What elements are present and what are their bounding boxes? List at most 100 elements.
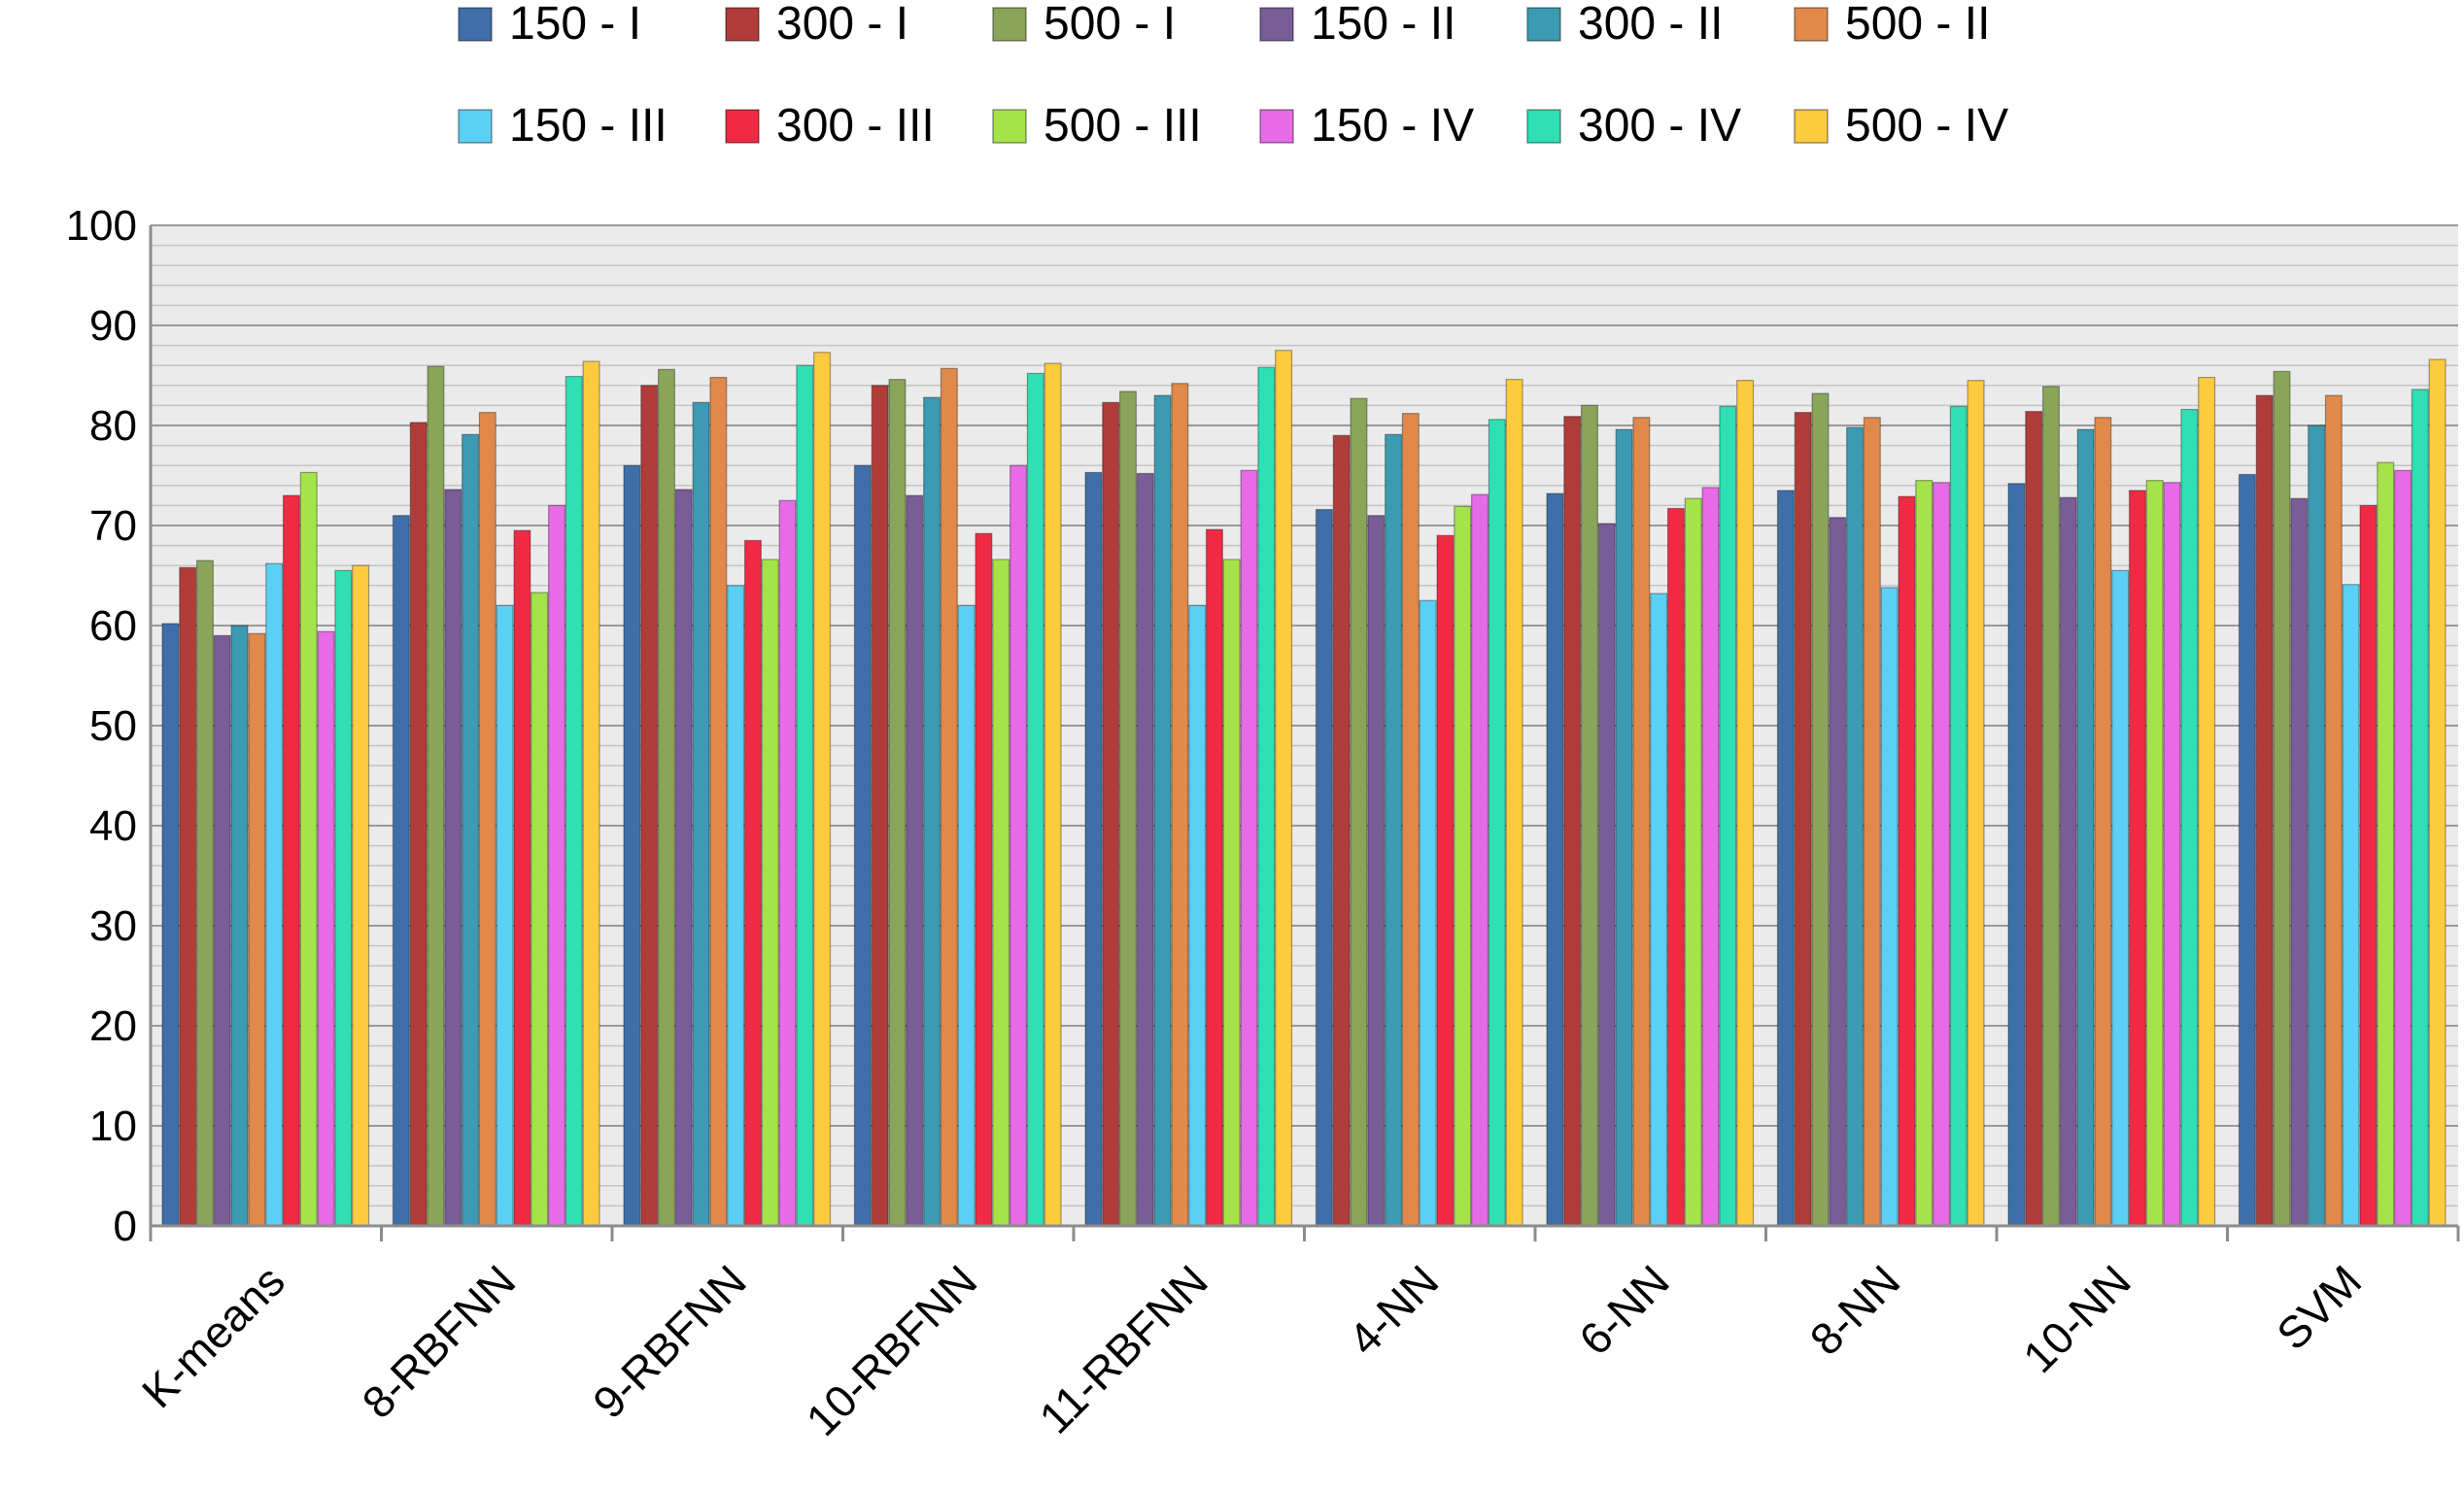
bar <box>1454 505 1472 1227</box>
bar <box>282 494 300 1227</box>
bar <box>1010 464 1028 1227</box>
legend-swatch <box>458 7 493 42</box>
bar <box>2273 370 2291 1227</box>
legend-label: 500 - II <box>1845 0 1990 50</box>
bar-group <box>392 360 600 1227</box>
bar-group <box>161 471 370 1227</box>
chart-legend: 150 - I 300 - I 500 - I 150 - II 300 - II 500… <box>458 0 2008 152</box>
bar <box>1367 515 1386 1227</box>
bar <box>1632 417 1651 1227</box>
y-axis-tick-labels: 0 10 20 30 40 50 60 70 80 90 100 <box>66 202 137 1250</box>
bar <box>1846 426 1865 1227</box>
bar <box>2324 394 2343 1227</box>
bar <box>906 494 924 1227</box>
bar <box>1597 523 1616 1227</box>
bar-group <box>623 352 832 1227</box>
legend-label: 300 - III <box>776 100 935 152</box>
bar <box>2076 428 2095 1227</box>
x-category-label: 11-RBFNN <box>1029 1255 1216 1442</box>
x-category-label: 8-NN <box>1800 1255 1910 1365</box>
y-tick-label: 50 <box>89 702 137 750</box>
bar <box>1188 604 1207 1227</box>
bar <box>427 365 445 1227</box>
bar <box>692 401 710 1227</box>
bar <box>2180 408 2199 1227</box>
bar-group <box>853 362 1062 1227</box>
bar <box>248 632 266 1227</box>
bar <box>2290 497 2309 1227</box>
bar <box>2377 461 2395 1227</box>
legend-item: 150 - II <box>1259 0 1455 50</box>
bar-group <box>1776 380 1985 1227</box>
legend-label: 300 - I <box>776 0 908 50</box>
bar <box>1275 350 1293 1227</box>
bar <box>1811 392 1830 1227</box>
legend-swatch <box>992 109 1027 144</box>
legend-swatch <box>1259 109 1294 144</box>
bar <box>1153 394 1172 1227</box>
legend-item: 150 - III <box>458 100 667 152</box>
y-tick-label: 70 <box>89 502 137 550</box>
bar <box>265 562 284 1227</box>
bar <box>992 559 1010 1227</box>
bar <box>727 585 745 1227</box>
bar <box>1222 559 1241 1227</box>
bar <box>213 634 231 1227</box>
bar <box>1332 434 1351 1227</box>
bar <box>1385 433 1403 1227</box>
bar <box>2059 496 2077 1227</box>
x-category-label: SVM <box>2267 1255 2371 1359</box>
bar <box>1933 482 1951 1227</box>
bar <box>2111 569 2130 1227</box>
x-category-label: 4-NN <box>1339 1255 1449 1365</box>
bar <box>2007 483 2026 1227</box>
bar <box>444 489 462 1227</box>
legend-swatch <box>725 7 760 42</box>
bar <box>1026 372 1044 1227</box>
bar <box>317 630 335 1227</box>
legend-item: 150 - IV <box>1259 100 1474 152</box>
bar <box>1863 417 1881 1227</box>
bar <box>565 375 583 1227</box>
bar <box>1563 416 1582 1227</box>
bar <box>975 532 993 1227</box>
bar <box>1257 366 1276 1227</box>
bar <box>462 433 480 1227</box>
bar <box>496 604 514 1227</box>
y-tick-label: 90 <box>89 302 137 350</box>
y-tick-label: 80 <box>89 402 137 450</box>
legend-label: 500 - IV <box>1845 100 2008 152</box>
legend-label: 150 - III <box>509 100 667 152</box>
bar <box>179 566 197 1227</box>
legend-item: 300 - IV <box>1526 100 1741 152</box>
bar <box>2238 473 2256 1227</box>
x-category-label: 6-NN <box>1569 1255 1679 1365</box>
legend-swatch <box>725 109 760 144</box>
bar <box>1171 383 1189 1227</box>
legend-swatch <box>1794 109 1829 144</box>
bar <box>1471 493 1489 1227</box>
bar <box>2359 504 2378 1227</box>
legend-label: 300 - IV <box>1578 100 1741 152</box>
bar <box>1401 413 1420 1227</box>
legend-label: 500 - I <box>1044 0 1176 50</box>
bar <box>1615 428 1633 1227</box>
bar <box>1736 380 1755 1227</box>
x-category-label: 10-NN <box>2013 1255 2140 1382</box>
bar <box>1315 508 1333 1227</box>
bar <box>230 625 249 1227</box>
bar-group <box>2238 358 2447 1227</box>
bar <box>1044 362 1062 1227</box>
bars <box>161 350 2447 1227</box>
x-category-label: 8-RBFNN <box>353 1255 526 1428</box>
bar <box>796 364 814 1227</box>
x-category-label: K-means <box>132 1255 294 1417</box>
bar <box>2394 469 2413 1227</box>
bar <box>923 396 941 1227</box>
x-category-label: 10-RBFNN <box>796 1255 986 1445</box>
legend-item: 500 - II <box>1794 0 1990 50</box>
bar <box>161 623 180 1227</box>
bar <box>1829 517 1847 1227</box>
legend-swatch <box>1259 7 1294 42</box>
